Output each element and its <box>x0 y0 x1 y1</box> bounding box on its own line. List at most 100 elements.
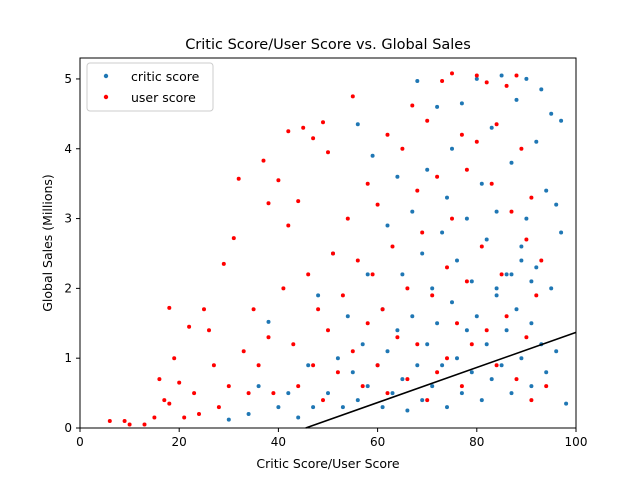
y-tick-label: 5 <box>64 72 72 86</box>
data-point <box>182 415 187 420</box>
data-point <box>231 236 236 241</box>
data-point <box>494 209 499 214</box>
data-point <box>340 405 345 410</box>
data-point <box>435 104 440 109</box>
data-point <box>251 307 256 312</box>
data-point <box>415 79 420 83</box>
data-point <box>519 146 524 151</box>
data-point <box>549 111 554 116</box>
data-point <box>400 272 405 277</box>
data-point <box>122 419 127 423</box>
data-point <box>276 405 281 410</box>
data-point <box>197 412 201 416</box>
data-point <box>455 258 459 263</box>
data-point <box>152 415 157 420</box>
data-point <box>415 188 420 193</box>
data-point <box>544 188 549 193</box>
data-point <box>311 136 316 141</box>
y-tick-label: 4 <box>64 142 72 156</box>
data-point <box>524 216 529 221</box>
data-point <box>286 223 291 228</box>
data-point <box>410 314 415 319</box>
data-point <box>514 307 519 312</box>
data-point <box>276 178 281 183</box>
legend-marker-user-score <box>103 94 109 100</box>
data-point <box>395 328 400 333</box>
data-point <box>534 293 539 298</box>
data-point <box>529 398 534 403</box>
scatter-layer <box>107 71 569 427</box>
data-point <box>524 237 529 242</box>
data-point <box>405 377 410 382</box>
data-point <box>385 391 390 396</box>
data-point <box>256 363 261 368</box>
data-point <box>499 272 504 277</box>
data-point <box>390 244 395 249</box>
data-point <box>450 300 454 305</box>
data-point <box>459 384 464 389</box>
x-tick-label: 60 <box>370 435 385 449</box>
data-point <box>256 384 261 389</box>
data-point <box>484 328 489 333</box>
data-point <box>187 324 192 329</box>
plot-area <box>79 57 577 429</box>
data-point <box>365 384 370 389</box>
data-point <box>559 230 564 235</box>
data-point <box>226 417 231 422</box>
x-tick-label: 20 <box>172 435 187 449</box>
data-point <box>494 122 499 127</box>
data-point <box>474 314 479 319</box>
data-point <box>464 328 469 333</box>
data-point <box>365 321 370 326</box>
data-point <box>455 356 459 361</box>
data-point <box>355 398 360 403</box>
data-point <box>345 314 350 319</box>
data-point <box>380 405 385 410</box>
data-point <box>544 370 549 375</box>
data-point <box>559 118 564 123</box>
data-point <box>464 279 469 284</box>
data-point <box>420 230 425 235</box>
data-point <box>167 401 172 406</box>
x-tick-label: 80 <box>469 435 484 449</box>
data-point <box>410 209 415 214</box>
data-point <box>509 391 514 396</box>
axes-background <box>80 58 576 428</box>
data-point <box>509 209 514 214</box>
data-point <box>450 216 454 221</box>
data-point <box>405 408 410 413</box>
data-point <box>474 139 479 144</box>
data-point <box>474 76 479 81</box>
data-point <box>469 342 474 347</box>
data-point <box>534 265 539 270</box>
data-point <box>435 370 440 375</box>
data-point <box>529 384 534 389</box>
data-point <box>524 76 529 81</box>
x-tick-label: 40 <box>271 435 286 449</box>
data-point <box>355 258 360 263</box>
x-axis-ticks: 0 20 40 60 80 100 <box>76 428 587 449</box>
data-point <box>445 405 449 410</box>
legend-label-user-score: user score <box>131 90 196 105</box>
data-point <box>519 244 524 249</box>
data-point <box>311 405 316 410</box>
data-point <box>489 125 494 130</box>
data-point <box>504 272 509 277</box>
data-point <box>410 103 415 108</box>
data-point <box>489 181 494 186</box>
data-point <box>529 279 534 284</box>
data-point <box>400 377 405 382</box>
axes-frame <box>79 57 577 429</box>
data-point <box>544 384 549 389</box>
legend-label-critic-score: critic score <box>131 69 200 84</box>
data-point <box>241 349 246 354</box>
data-point <box>494 293 499 298</box>
data-point <box>450 146 454 151</box>
data-point <box>380 307 385 312</box>
data-point <box>479 244 484 249</box>
data-point <box>514 97 519 102</box>
data-point <box>529 195 534 200</box>
data-point <box>291 342 296 347</box>
data-point <box>321 398 325 403</box>
